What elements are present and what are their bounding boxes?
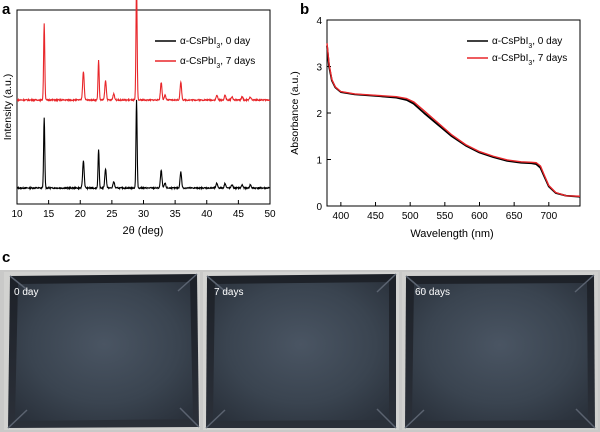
- x-tick-label: 45: [233, 209, 245, 220]
- x-tick-label: 50: [264, 209, 276, 220]
- perovskite-film: [213, 282, 389, 421]
- corner-marks: [205, 273, 397, 429]
- x-tick-label: 600: [471, 211, 488, 222]
- x-tick-label: 25: [106, 209, 118, 220]
- x-tick-label: 20: [75, 209, 87, 220]
- xrd-ylabel: Intensity (a.u.): [2, 74, 14, 141]
- photo-label: 7 days: [214, 287, 243, 298]
- xrd-line-1: [16, 0, 271, 103]
- absorbance-plot-frame: [326, 19, 581, 207]
- absorbance-xlabel: Wavelength (nm): [410, 228, 493, 240]
- legend-entry: α-CsPbI3, 0 day: [492, 36, 562, 50]
- xrd-series: [16, 0, 271, 191]
- absorbance-line-0: [326, 45, 581, 198]
- absorbance-legend: α-CsPbI3, 0 day α-CsPbI3, 7 days: [467, 36, 567, 67]
- legend-entry: α-CsPbI3, 7 days: [180, 56, 255, 70]
- photo-label: 0 day: [14, 287, 38, 298]
- x-tick-label: 550: [436, 211, 453, 222]
- x-tick-label: 700: [540, 211, 557, 222]
- panel-label-c: c: [2, 249, 10, 266]
- absorbance-line-1: [326, 43, 581, 197]
- xrd-chart: 10 15 20 25 30 35 40 45 50 α-CsPbI3, 0 dayα-CsPb…: [2, 0, 276, 237]
- perovskite-film: [15, 282, 193, 421]
- corner-marks: [404, 274, 596, 429]
- absorbance-ylabel: Absorbance (a.u.): [289, 71, 301, 154]
- film-photo-7-days: 7 days: [203, 272, 399, 430]
- y-tick-label: 2: [316, 109, 322, 120]
- absorbance-ticks: 400 450 500 550 600 650 700 0 1 2 3 4: [316, 16, 557, 222]
- y-tick-label: 0: [316, 202, 322, 213]
- xrd-legend: α-CsPbI3, 0 day α-CsPbI3, 7 days: [155, 36, 255, 70]
- xrd-xlabel: 2θ (deg): [123, 225, 164, 237]
- y-tick-label: 4: [316, 16, 322, 27]
- x-tick-label: 35: [170, 209, 182, 220]
- panel-label-b: b: [300, 1, 309, 18]
- panel-label-a: a: [2, 1, 11, 18]
- xrd-line-0: [16, 99, 271, 191]
- x-tick-label: 400: [333, 211, 350, 222]
- absorbance-series: [326, 43, 581, 198]
- x-tick-label: 30: [138, 209, 150, 220]
- film-photo-60-days: 60 days: [402, 272, 598, 430]
- y-tick-label: 3: [316, 63, 322, 74]
- y-tick-label: 1: [316, 156, 322, 167]
- x-tick-label: 10: [11, 209, 23, 220]
- xrd-x-ticks: 10 15 20 25 30 35 40 45 50: [11, 200, 276, 220]
- x-tick-label: 40: [201, 209, 213, 220]
- photo-label: 60 days: [415, 287, 450, 298]
- x-tick-label: 15: [43, 209, 55, 220]
- absorbance-chart: 400 450 500 550 600 650 700 0 1 2 3 4 α-CsPbI3, 0 d…: [289, 16, 581, 240]
- x-tick-label: 650: [506, 211, 523, 222]
- corner-marks: [7, 273, 200, 429]
- x-tick-label: 450: [367, 211, 384, 222]
- legend-entry: α-CsPbI3, 0 day: [180, 36, 250, 50]
- x-tick-label: 500: [402, 211, 419, 222]
- perovskite-film: [412, 283, 588, 421]
- film-photos: 0 day 7 days 60 days: [4, 272, 598, 430]
- film-photo-0-day: 0 day: [4, 272, 200, 430]
- legend-entry: α-CsPbI3, 7 days: [492, 53, 567, 67]
